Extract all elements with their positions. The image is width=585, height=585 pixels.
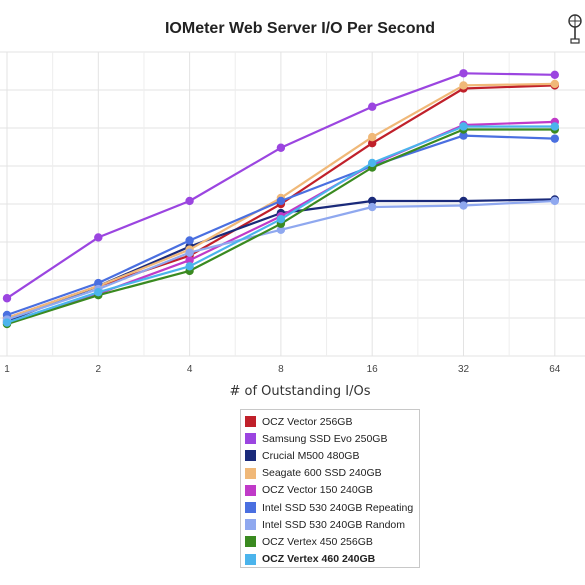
x-tick-label: 64 [549, 364, 561, 375]
data-point [368, 132, 377, 142]
data-point [185, 248, 194, 257]
legend-item: OCZ Vertex 460 240GB [245, 551, 419, 568]
data-point [276, 215, 286, 224]
legend-item: OCZ Vector 150 240GB [245, 482, 419, 499]
legend-swatch [245, 467, 256, 479]
data-point [94, 278, 103, 288]
legend-label: Crucial M500 480GB [262, 449, 360, 462]
data-point [459, 131, 468, 140]
legend-label: Intel SSD 530 240GB Repeating [262, 501, 414, 514]
data-point [550, 196, 559, 206]
series-8 [2, 122, 559, 327]
data-point [368, 202, 377, 212]
legend-label: OCZ Vertex 460 240GB [262, 553, 376, 566]
data-point [459, 69, 468, 78]
data-point [550, 134, 559, 143]
legend-label: Samsung SSD Evo 250GB [262, 432, 388, 445]
legend-swatch [245, 502, 256, 514]
legend-item: Seagate 600 SSD 240GB [245, 465, 419, 482]
grid [0, 51, 585, 357]
data-point [368, 102, 377, 111]
legend-label: OCZ Vector 256GB [262, 415, 353, 428]
data-point [94, 233, 103, 242]
x-tick-label: 1 [4, 364, 10, 375]
x-axis-label: # of Outstanding I/Os [229, 384, 370, 399]
data-point [550, 70, 559, 80]
legend-item: OCZ Vector 256GB [245, 413, 419, 430]
chart-title: IOMeter Web Server I/O Per Second [165, 20, 435, 37]
legend-swatch [245, 536, 256, 548]
data-point [276, 143, 286, 152]
x-tick-label: 32 [458, 364, 470, 375]
data-point [185, 236, 194, 245]
legend-swatch [245, 553, 256, 565]
legend-item: Crucial M500 480GB [245, 447, 419, 464]
legend-label: Intel SSD 530 240GB Random [262, 518, 406, 531]
data-point [185, 262, 194, 271]
legend-item: Intel SSD 530 240GB Repeating [245, 499, 419, 516]
legend-item: Samsung SSD Evo 250GB [245, 430, 419, 447]
data-point [368, 196, 377, 206]
x-tick-label: 16 [367, 364, 379, 375]
data-point [368, 158, 377, 168]
data-point [368, 139, 377, 148]
legend-swatch [245, 416, 256, 428]
x-tick-label: 4 [187, 364, 193, 375]
data-point [185, 196, 194, 206]
legend: OCZ Vector 256GB Samsung SSD Evo 250GB Cru… [240, 409, 420, 568]
x-tick-label: 8 [278, 364, 284, 375]
anandtech-logo-icon [568, 14, 582, 44]
legend-swatch [245, 519, 256, 531]
data-point [2, 294, 12, 303]
legend-label: OCZ Vertex 450 256GB [262, 535, 373, 548]
legend-item: Intel SSD 530 240GB Random [245, 516, 419, 533]
data-point [276, 196, 286, 206]
data-point [185, 256, 194, 265]
data-point [459, 81, 468, 90]
x-tick-labels: 1 2 4 8 16 32 64 [4, 364, 561, 375]
series-1 [2, 69, 559, 303]
legend-label: Seagate 600 SSD 240GB [262, 467, 382, 480]
legend-item: OCZ Vertex 450 256GB [245, 533, 419, 550]
data-point [94, 287, 103, 297]
data-point [550, 79, 559, 89]
data-point [459, 201, 468, 210]
series-lines [2, 69, 559, 329]
data-point [550, 122, 559, 131]
data-point [2, 318, 12, 327]
legend-swatch [245, 484, 256, 496]
data-point [276, 225, 286, 235]
x-tick-label: 2 [96, 364, 102, 375]
legend-label: OCZ Vector 150 240GB [262, 484, 373, 497]
data-point [459, 122, 468, 131]
legend-swatch [245, 450, 256, 462]
legend-swatch [245, 433, 256, 445]
